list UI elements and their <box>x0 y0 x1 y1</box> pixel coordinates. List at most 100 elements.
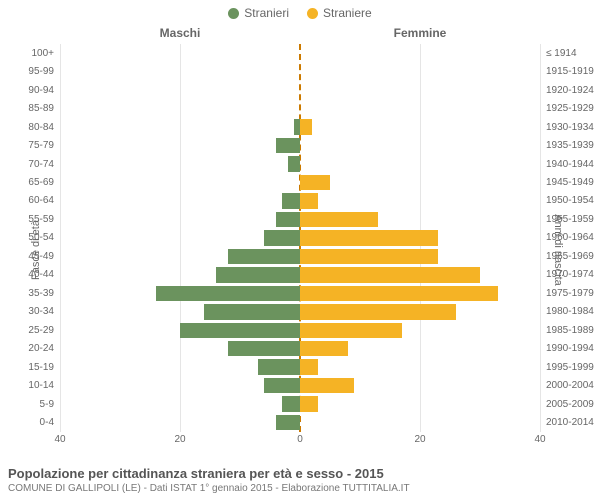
bar-male <box>276 138 300 154</box>
population-pyramid-chart: Stranieri Straniere Maschi Femmine Fasce… <box>0 0 600 500</box>
legend-dot-female <box>307 8 318 19</box>
bar-male <box>204 304 300 320</box>
legend-label-male: Stranieri <box>244 6 289 20</box>
x-tick-label: 40 <box>54 434 65 445</box>
birth-year-label: 1920-1924 <box>546 81 600 99</box>
bar-female <box>300 304 456 320</box>
birth-year-label: 1970-1974 <box>546 266 600 284</box>
age-label: 40-44 <box>0 266 54 284</box>
chart-title: Popolazione per cittadinanza straniera p… <box>8 466 592 481</box>
bar-female <box>300 323 402 339</box>
bar-female <box>300 193 318 209</box>
bar-female <box>300 230 438 246</box>
age-label: 25-29 <box>0 321 54 339</box>
bar-female <box>300 396 318 412</box>
x-ticks: 402002040 <box>60 434 540 448</box>
bar-row <box>60 118 540 136</box>
bar-row <box>60 62 540 80</box>
age-label: 100+ <box>0 44 54 62</box>
y-left-labels: 100+95-9990-9485-8980-8475-7970-7465-696… <box>0 44 58 432</box>
age-label: 5-9 <box>0 395 54 413</box>
birth-year-label: 1955-1959 <box>546 210 600 228</box>
legend-item-female: Straniere <box>307 6 372 20</box>
bar-male <box>282 396 300 412</box>
bar-female <box>300 175 330 191</box>
header-male: Maschi <box>0 26 300 40</box>
bar-row <box>60 284 540 302</box>
birth-year-label: 1975-1979 <box>546 284 600 302</box>
gender-headers: Maschi Femmine <box>0 26 600 40</box>
bar-row <box>60 192 540 210</box>
bar-row <box>60 99 540 117</box>
birth-year-label: 2010-2014 <box>546 413 600 431</box>
bar-row <box>60 266 540 284</box>
birth-year-label: 1935-1939 <box>546 136 600 154</box>
bar-female <box>300 359 318 375</box>
bar-female <box>300 378 354 394</box>
bar-male <box>228 341 300 357</box>
bar-male <box>288 156 300 172</box>
birth-year-label: 1980-1984 <box>546 303 600 321</box>
age-label: 20-24 <box>0 340 54 358</box>
birth-year-label: 1915-1919 <box>546 62 600 80</box>
birth-year-label: ≤ 1914 <box>546 44 600 62</box>
birth-year-label: 1985-1989 <box>546 321 600 339</box>
plot-area <box>60 44 540 432</box>
birth-year-label: 1930-1934 <box>546 118 600 136</box>
x-tick-label: 20 <box>174 434 185 445</box>
legend-label-female: Straniere <box>323 6 372 20</box>
bar-row <box>60 358 540 376</box>
bar-row <box>60 395 540 413</box>
age-label: 55-59 <box>0 210 54 228</box>
bar-row <box>60 81 540 99</box>
age-label: 50-54 <box>0 229 54 247</box>
bar-row <box>60 247 540 265</box>
bar-male <box>216 267 300 283</box>
birth-year-label: 2000-2004 <box>546 376 600 394</box>
legend: Stranieri Straniere <box>0 0 600 20</box>
x-tick-label: 20 <box>414 434 425 445</box>
bar-rows <box>60 44 540 432</box>
age-label: 45-49 <box>0 247 54 265</box>
bar-row <box>60 210 540 228</box>
bar-row <box>60 229 540 247</box>
bar-male <box>276 212 300 228</box>
bar-male <box>264 230 300 246</box>
x-tick-label: 0 <box>297 434 303 445</box>
header-female: Femmine <box>300 26 600 40</box>
birth-year-label: 1965-1969 <box>546 247 600 265</box>
y-right-labels: ≤ 19141915-19191920-19241925-19291930-19… <box>542 44 600 432</box>
legend-dot-male <box>228 8 239 19</box>
bar-row <box>60 44 540 62</box>
bar-row <box>60 155 540 173</box>
bar-female <box>300 249 438 265</box>
bar-male <box>228 249 300 265</box>
bar-male <box>276 415 300 431</box>
legend-item-male: Stranieri <box>228 6 289 20</box>
age-label: 70-74 <box>0 155 54 173</box>
age-label: 90-94 <box>0 81 54 99</box>
chart-subtitle: COMUNE DI GALLIPOLI (LE) - Dati ISTAT 1°… <box>8 483 592 494</box>
bar-female <box>300 341 348 357</box>
birth-year-label: 2005-2009 <box>546 395 600 413</box>
age-label: 75-79 <box>0 136 54 154</box>
bar-row <box>60 173 540 191</box>
bar-male <box>258 359 300 375</box>
age-label: 95-99 <box>0 62 54 80</box>
bar-row <box>60 303 540 321</box>
birth-year-label: 1945-1949 <box>546 173 600 191</box>
bar-female <box>300 212 378 228</box>
age-label: 15-19 <box>0 358 54 376</box>
bar-male <box>264 378 300 394</box>
bar-row <box>60 376 540 394</box>
age-label: 60-64 <box>0 192 54 210</box>
bar-female <box>300 267 480 283</box>
bar-female <box>300 286 498 302</box>
bar-row <box>60 136 540 154</box>
bar-male <box>180 323 300 339</box>
birth-year-label: 1925-1929 <box>546 99 600 117</box>
age-label: 65-69 <box>0 173 54 191</box>
age-label: 80-84 <box>0 118 54 136</box>
gridline-vertical <box>540 44 541 432</box>
birth-year-label: 1995-1999 <box>546 358 600 376</box>
